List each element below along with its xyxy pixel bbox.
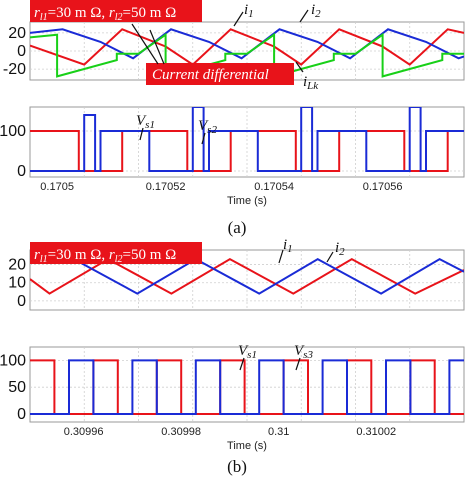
label-vs2-a: Vs2 [198, 118, 217, 136]
arrow-vs2-a [201, 132, 206, 145]
x-tick-label: 0.17052 [146, 181, 186, 193]
badge-text-a: rl1=30 m Ω, rl2=50 m Ω [34, 5, 176, 23]
y-tick-label: 0 [17, 43, 26, 60]
caption-a: (a) [228, 218, 247, 237]
x-tick-label: 0.17056 [363, 181, 403, 193]
arrow-i2-a [299, 9, 309, 23]
x-axis-label: Time (s) [227, 440, 267, 452]
current-differential-label: Current differential [131, 23, 294, 85]
y-tick-label: -20 [3, 61, 26, 78]
arrow-iLk-a [295, 61, 304, 73]
diff-pointer-1 [131, 23, 159, 65]
arrow-i2-b [326, 251, 334, 263]
series-line-2 [30, 257, 464, 295]
y-tick-label: 100 [0, 352, 26, 369]
series-line-3 [30, 32, 464, 78]
badge-r2: r [109, 5, 115, 21]
plot-area [29, 106, 465, 178]
y-tick-label: 0 [17, 406, 26, 423]
badge-r2-sub: l2 [115, 12, 123, 23]
y-tick-label: 50 [8, 379, 26, 396]
arrow-i1-b [278, 249, 284, 264]
series-line-1 [30, 130, 464, 172]
diff-bg [146, 63, 294, 85]
resistance-badge-b: rl1=30 m Ω, rl2=50 m Ω [30, 242, 202, 265]
series-line-2 [30, 359, 464, 415]
arrow-vs1-b [239, 357, 245, 371]
label-i1-b: i1 [283, 237, 293, 255]
series-line-1 [30, 257, 464, 295]
x-tick-label: 0.31 [268, 426, 289, 438]
y-tick-label: 20 [8, 25, 26, 42]
badge-r1: r [34, 5, 40, 21]
label-i2-a: i2 [311, 2, 321, 20]
label-i1-a: i1 [244, 2, 254, 20]
badge-r2-val: =50 m Ω [123, 5, 177, 21]
badge-r1-val: =30 m Ω, [48, 5, 109, 21]
diff-pointer-2 [149, 29, 165, 65]
label-vs1-b: Vs1 [238, 343, 257, 361]
y-tick-label: 0 [17, 163, 26, 180]
x-tick-label: 0.30996 [64, 426, 104, 438]
y-tick-label: 0 [17, 293, 26, 310]
y-tick-label: 20 [8, 257, 26, 274]
badge-bg-b [30, 242, 202, 264]
x-tick-label: 0.30998 [161, 426, 201, 438]
x-axis-label: Time (s) [227, 195, 267, 207]
x-tick-label: 0.1705 [40, 181, 74, 193]
label-vs1-a: Vs1 [136, 113, 155, 131]
caption-b: (b) [227, 457, 247, 476]
diff-text: Current differential [152, 67, 269, 83]
badge-text-b: rl1=30 m Ω, rl2=50 m Ω [34, 247, 176, 265]
arrow-i1-a [233, 11, 244, 27]
label-iLk-a: iLk [303, 74, 319, 92]
series-line-1 [30, 359, 464, 415]
y-tick-label: 10 [8, 275, 26, 292]
y-tick-label: 100 [0, 123, 26, 140]
chart-voltages-b: 100 50 0 0.30996 0.30998 0.31 0.31002 Time (s) [0, 346, 465, 452]
label-i2-b: i2 [335, 240, 345, 258]
x-tick-label: 0.17054 [254, 181, 294, 193]
series-line-2 [30, 107, 464, 172]
arrow-vs1-a [139, 127, 144, 141]
badge-r1-sub: l1 [40, 12, 48, 23]
x-tick-label: 0.31002 [356, 426, 396, 438]
arrow-vs3-b [295, 357, 301, 371]
label-vs3-b: Vs3 [294, 343, 313, 361]
badge-bg-a [30, 0, 202, 22]
chart-voltages-a: 100 0 0.1705 0.17052 0.17054 0.17056 Time (s) [0, 106, 465, 207]
resistance-badge-a: rl1=30 m Ω, rl2=50 m Ω [30, 0, 202, 23]
